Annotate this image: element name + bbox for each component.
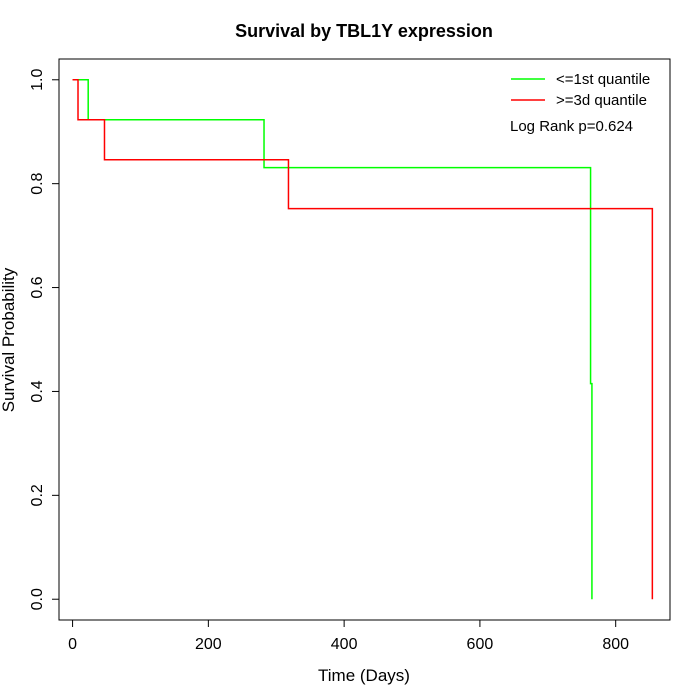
- legend-label: <=1st quantile: [556, 71, 650, 88]
- survival-curve-low: [72, 79, 593, 600]
- log-rank-annotation: Log Rank p=0.624: [510, 118, 633, 135]
- plot-frame: [58, 58, 671, 621]
- x-axis-label: Time (Days): [318, 666, 410, 685]
- x-tick-label: 400: [331, 636, 358, 653]
- legend-label: >=3d quantile: [556, 92, 647, 109]
- x-tick-label: 600: [467, 636, 494, 653]
- y-tick-label: 1.0: [29, 69, 46, 91]
- y-tick-label: 0.8: [29, 172, 46, 194]
- chart-title: Survival by TBL1Y expression: [235, 21, 493, 41]
- y-tick-label: 0.2: [29, 484, 46, 506]
- x-tick-label: 0: [68, 636, 77, 653]
- legend: <=1st quantile >=3d quantile: [511, 71, 650, 109]
- y-tick-label: 0.0: [29, 588, 46, 610]
- y-axis-label: Survival Probability: [0, 267, 18, 412]
- survival-curve-high: [72, 79, 654, 600]
- y-tick-label: 0.4: [29, 380, 46, 402]
- x-tick-label: 800: [602, 636, 629, 653]
- x-tick-label: 200: [195, 636, 222, 653]
- y-axis: 0.0 0.2 0.4 0.6 0.8 1.0: [29, 69, 60, 610]
- y-tick-label: 0.6: [29, 276, 46, 298]
- series-layer: [72, 79, 654, 600]
- x-axis: 0 200 400 600 800: [68, 619, 629, 653]
